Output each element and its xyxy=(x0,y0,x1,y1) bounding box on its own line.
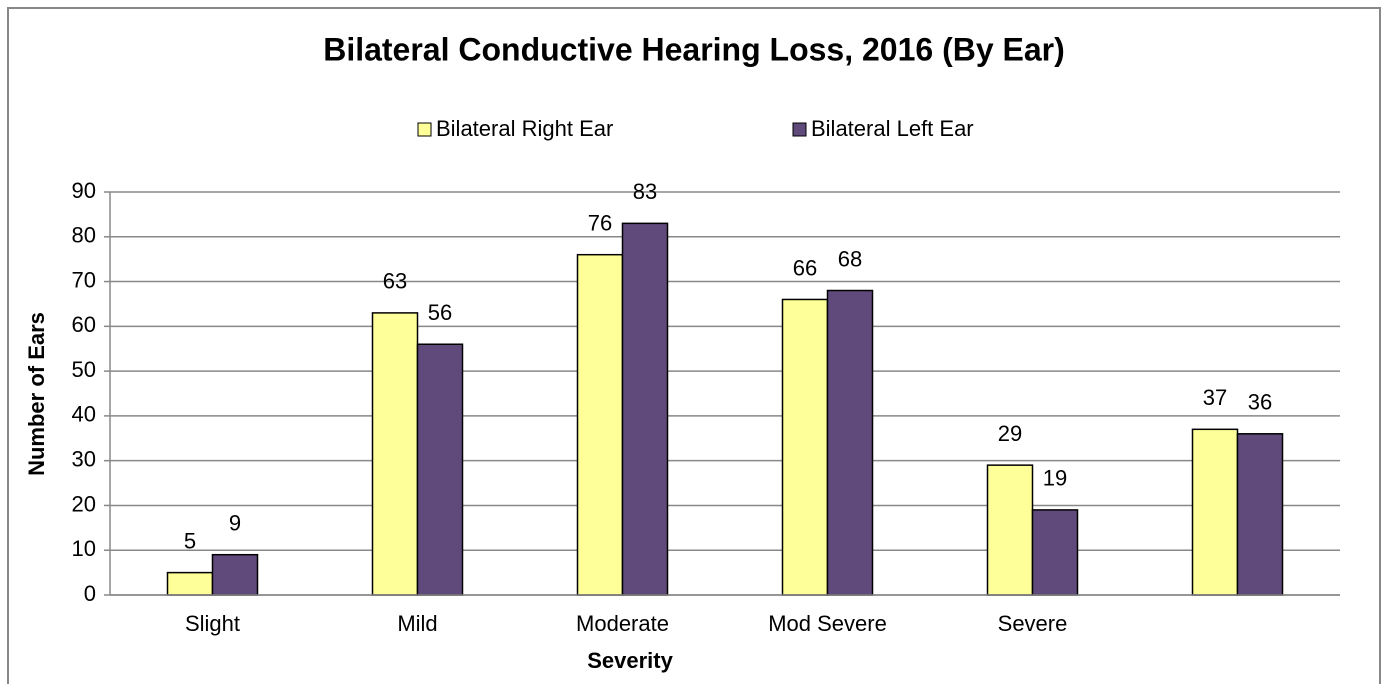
legend-swatch xyxy=(417,122,432,137)
data-label: 66 xyxy=(793,255,817,280)
y-tick-label: 60 xyxy=(72,312,96,337)
y-tick-label: 10 xyxy=(72,536,96,561)
y-tick-label: 50 xyxy=(72,357,96,382)
y-tick-label: 70 xyxy=(72,267,96,292)
y-tick-label: 90 xyxy=(72,178,96,203)
legend-swatch xyxy=(792,122,807,137)
bar xyxy=(1031,509,1079,596)
data-label: 29 xyxy=(998,421,1022,446)
bar xyxy=(986,464,1034,596)
x-tick-label: Moderate xyxy=(576,611,669,636)
bar xyxy=(826,289,874,596)
legend-label: Bilateral Right Ear xyxy=(436,116,613,141)
y-tick-label: 40 xyxy=(72,402,96,427)
data-label: 68 xyxy=(838,246,862,271)
bar xyxy=(416,343,464,596)
data-label: 83 xyxy=(633,179,657,204)
data-label: 19 xyxy=(1043,466,1067,491)
data-label: 76 xyxy=(588,211,612,236)
data-label: 63 xyxy=(383,269,407,294)
chart-title: Bilateral Conductive Hearing Loss, 2016 … xyxy=(323,31,1065,67)
bar xyxy=(371,312,419,596)
y-axis-label: Number of Ears xyxy=(24,312,49,476)
data-label: 36 xyxy=(1248,390,1272,415)
x-tick-label: Slight xyxy=(185,611,240,636)
legend-label: Bilateral Left Ear xyxy=(811,116,974,141)
bar xyxy=(781,298,829,596)
bar xyxy=(1236,433,1284,596)
y-tick-label: 30 xyxy=(72,446,96,471)
y-tick-label: 80 xyxy=(72,223,96,248)
data-label: 37 xyxy=(1203,385,1227,410)
data-label: 9 xyxy=(229,511,241,536)
data-label: 5 xyxy=(184,528,196,553)
x-tick-label: Mod Severe xyxy=(768,611,887,636)
x-tick-label: Severe xyxy=(998,611,1068,636)
y-tick-label: 0 xyxy=(84,581,96,606)
bar xyxy=(211,553,259,596)
bar xyxy=(1191,428,1239,596)
bar xyxy=(621,222,669,596)
y-tick-label: 20 xyxy=(72,491,96,516)
x-axis-label: Severity xyxy=(587,648,673,673)
x-tick-label: Mild xyxy=(397,611,437,636)
bar xyxy=(166,571,214,596)
bar xyxy=(576,253,624,596)
data-label: 56 xyxy=(428,300,452,325)
